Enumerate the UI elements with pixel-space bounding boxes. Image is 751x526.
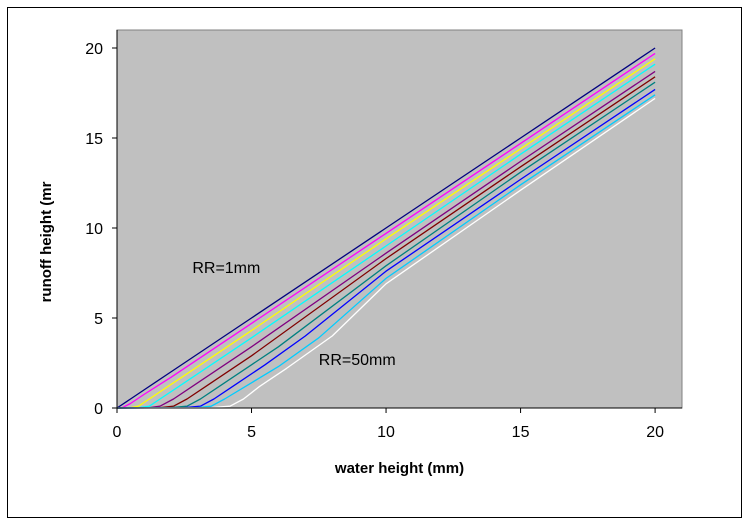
series-line-0 bbox=[116, 47, 656, 409]
y-tick-label: 10 bbox=[85, 221, 103, 238]
x-tick-label: 20 bbox=[646, 424, 664, 441]
series-line-9 bbox=[116, 97, 656, 409]
x-tick-label: 10 bbox=[377, 424, 395, 441]
series-line-6 bbox=[116, 81, 656, 409]
y-axis-ticks: 0 5 10 15 20 bbox=[85, 41, 117, 418]
x-tick-label: 15 bbox=[512, 424, 530, 441]
y-tick-label: 0 bbox=[94, 401, 103, 418]
series-line-7 bbox=[116, 88, 656, 409]
annotation-rr-50mm: RR=50mm bbox=[319, 352, 396, 369]
x-tick-label: 0 bbox=[113, 424, 122, 441]
x-axis-title: water height (mm) bbox=[334, 460, 464, 477]
series-line-8 bbox=[116, 94, 656, 409]
x-axis-ticks: 0 5 10 15 20 bbox=[113, 408, 664, 441]
x-tick-label: 5 bbox=[247, 424, 256, 441]
y-tick-label: 5 bbox=[94, 311, 103, 328]
y-tick-label: 15 bbox=[85, 131, 103, 148]
series-layer bbox=[116, 47, 656, 409]
y-tick-label: 20 bbox=[85, 41, 103, 58]
series-line-1 bbox=[116, 52, 656, 409]
annotation-rr-1mm: RR=1mm bbox=[192, 260, 260, 277]
y-axis-title: runoff height (mr bbox=[38, 181, 55, 302]
